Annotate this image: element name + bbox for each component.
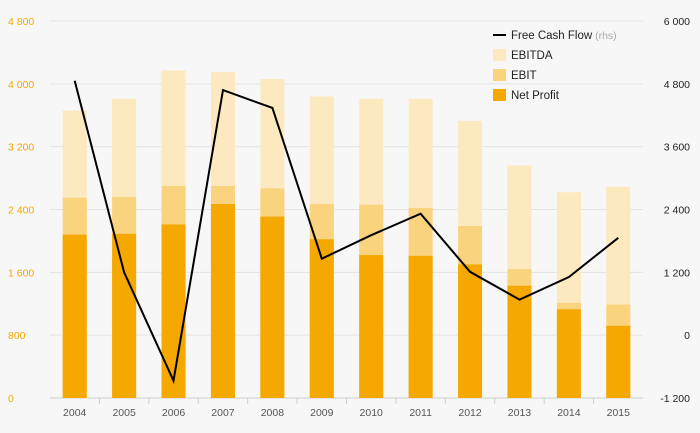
bar-net-profit-2015 (606, 325, 631, 398)
legend-swatch-ebit (493, 69, 506, 81)
legend-label: Net Profit (511, 90, 560, 102)
left-tick-label: 1 600 (8, 267, 34, 279)
legend-swatch-net-profit (493, 89, 506, 101)
x-axis: 2004 2005 2006 2007 2008 2009 2010 2011 2012 2013… (63, 398, 630, 419)
legend-label: Free Cash Flow (rhs) (511, 30, 617, 42)
bar-net-profit-2010 (359, 255, 384, 398)
fcf-line-path (73, 80, 619, 385)
x-tick-label: 2013 (508, 407, 532, 419)
bars (62, 70, 631, 399)
right-tick-label: -1 200 (660, 393, 690, 405)
x-tick-label: 2014 (557, 407, 581, 419)
free-cash-flow-line (73, 80, 619, 385)
left-tick-label: 800 (8, 330, 26, 342)
x-tick-label: 2005 (112, 407, 136, 419)
right-tick-label: 0 (684, 330, 690, 342)
legend: Free Cash Flow (rhs) EBITDA EBIT Net Profit (493, 30, 617, 102)
legend-label: EBITDA (511, 50, 553, 62)
x-tick-label: 2012 (458, 407, 482, 419)
right-tick-label: 1 200 (664, 267, 690, 279)
x-tick-label: 2008 (261, 407, 285, 419)
bar-net-profit-2005 (112, 233, 137, 398)
left-tick-label: 0 (8, 393, 14, 405)
bar-net-profit-2006 (161, 224, 186, 398)
bar-net-profit-2007 (210, 204, 235, 398)
bar-net-profit-2008 (260, 216, 285, 398)
left-tick-label: 2 400 (8, 205, 34, 217)
x-tick-label: 2015 (607, 407, 631, 419)
legend-swatch-ebitda (493, 49, 506, 61)
right-axis: -1 200 0 1 200 2 400 3 600 4 800 6 000 (660, 16, 690, 405)
bar-net-profit-2012 (458, 264, 483, 398)
x-tick-label: 2006 (162, 407, 186, 419)
x-tick-label: 2009 (310, 407, 334, 419)
bar-net-profit-2009 (309, 239, 334, 398)
x-tick-label: 2011 (409, 407, 432, 419)
bar-net-profit-2004 (62, 234, 87, 398)
right-tick-label: 2 400 (664, 205, 690, 217)
right-tick-label: 4 800 (664, 79, 690, 91)
x-tick-label: 2004 (63, 407, 87, 419)
legend-label: EBIT (511, 70, 537, 82)
left-tick-label: 4 800 (8, 16, 34, 28)
bar-net-profit-2014 (556, 309, 581, 398)
right-tick-label: 3 600 (664, 142, 690, 154)
left-tick-label: 4 000 (8, 79, 34, 91)
x-tick-label: 2010 (360, 407, 384, 419)
left-axis: 0 800 1 600 2 400 3 200 4 000 4 800 (8, 16, 34, 405)
bar-net-profit-2011 (408, 255, 433, 398)
bar-net-profit-2013 (507, 285, 532, 398)
x-tick-label: 2007 (211, 407, 235, 419)
right-tick-label: 6 000 (664, 16, 690, 28)
left-tick-label: 3 200 (8, 142, 34, 154)
gridlines (50, 20, 643, 399)
